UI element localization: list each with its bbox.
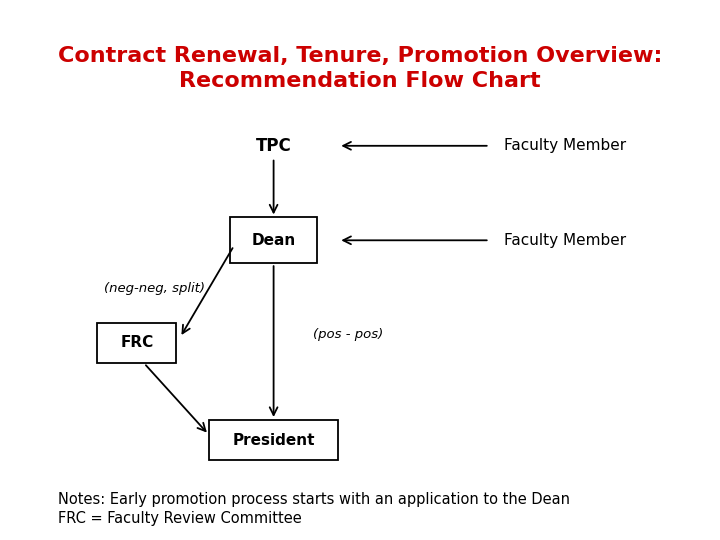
Text: President: President [233, 433, 315, 448]
Text: Faculty Member: Faculty Member [504, 233, 626, 248]
Text: TPC: TPC [256, 137, 292, 155]
Text: Dean: Dean [251, 233, 296, 248]
FancyBboxPatch shape [209, 420, 338, 460]
Text: (neg-neg, split): (neg-neg, split) [104, 282, 205, 295]
FancyBboxPatch shape [230, 217, 317, 263]
Text: FRC = Faculty Review Committee: FRC = Faculty Review Committee [58, 511, 302, 526]
Text: Faculty Member: Faculty Member [504, 138, 626, 153]
Text: Contract Renewal, Tenure, Promotion Overview:
Recommendation Flow Chart: Contract Renewal, Tenure, Promotion Over… [58, 46, 662, 91]
Text: (pos - pos): (pos - pos) [313, 328, 384, 341]
Text: FRC: FRC [120, 335, 153, 350]
FancyBboxPatch shape [97, 322, 176, 363]
Text: Notes: Early promotion process starts with an application to the Dean: Notes: Early promotion process starts wi… [58, 492, 570, 507]
